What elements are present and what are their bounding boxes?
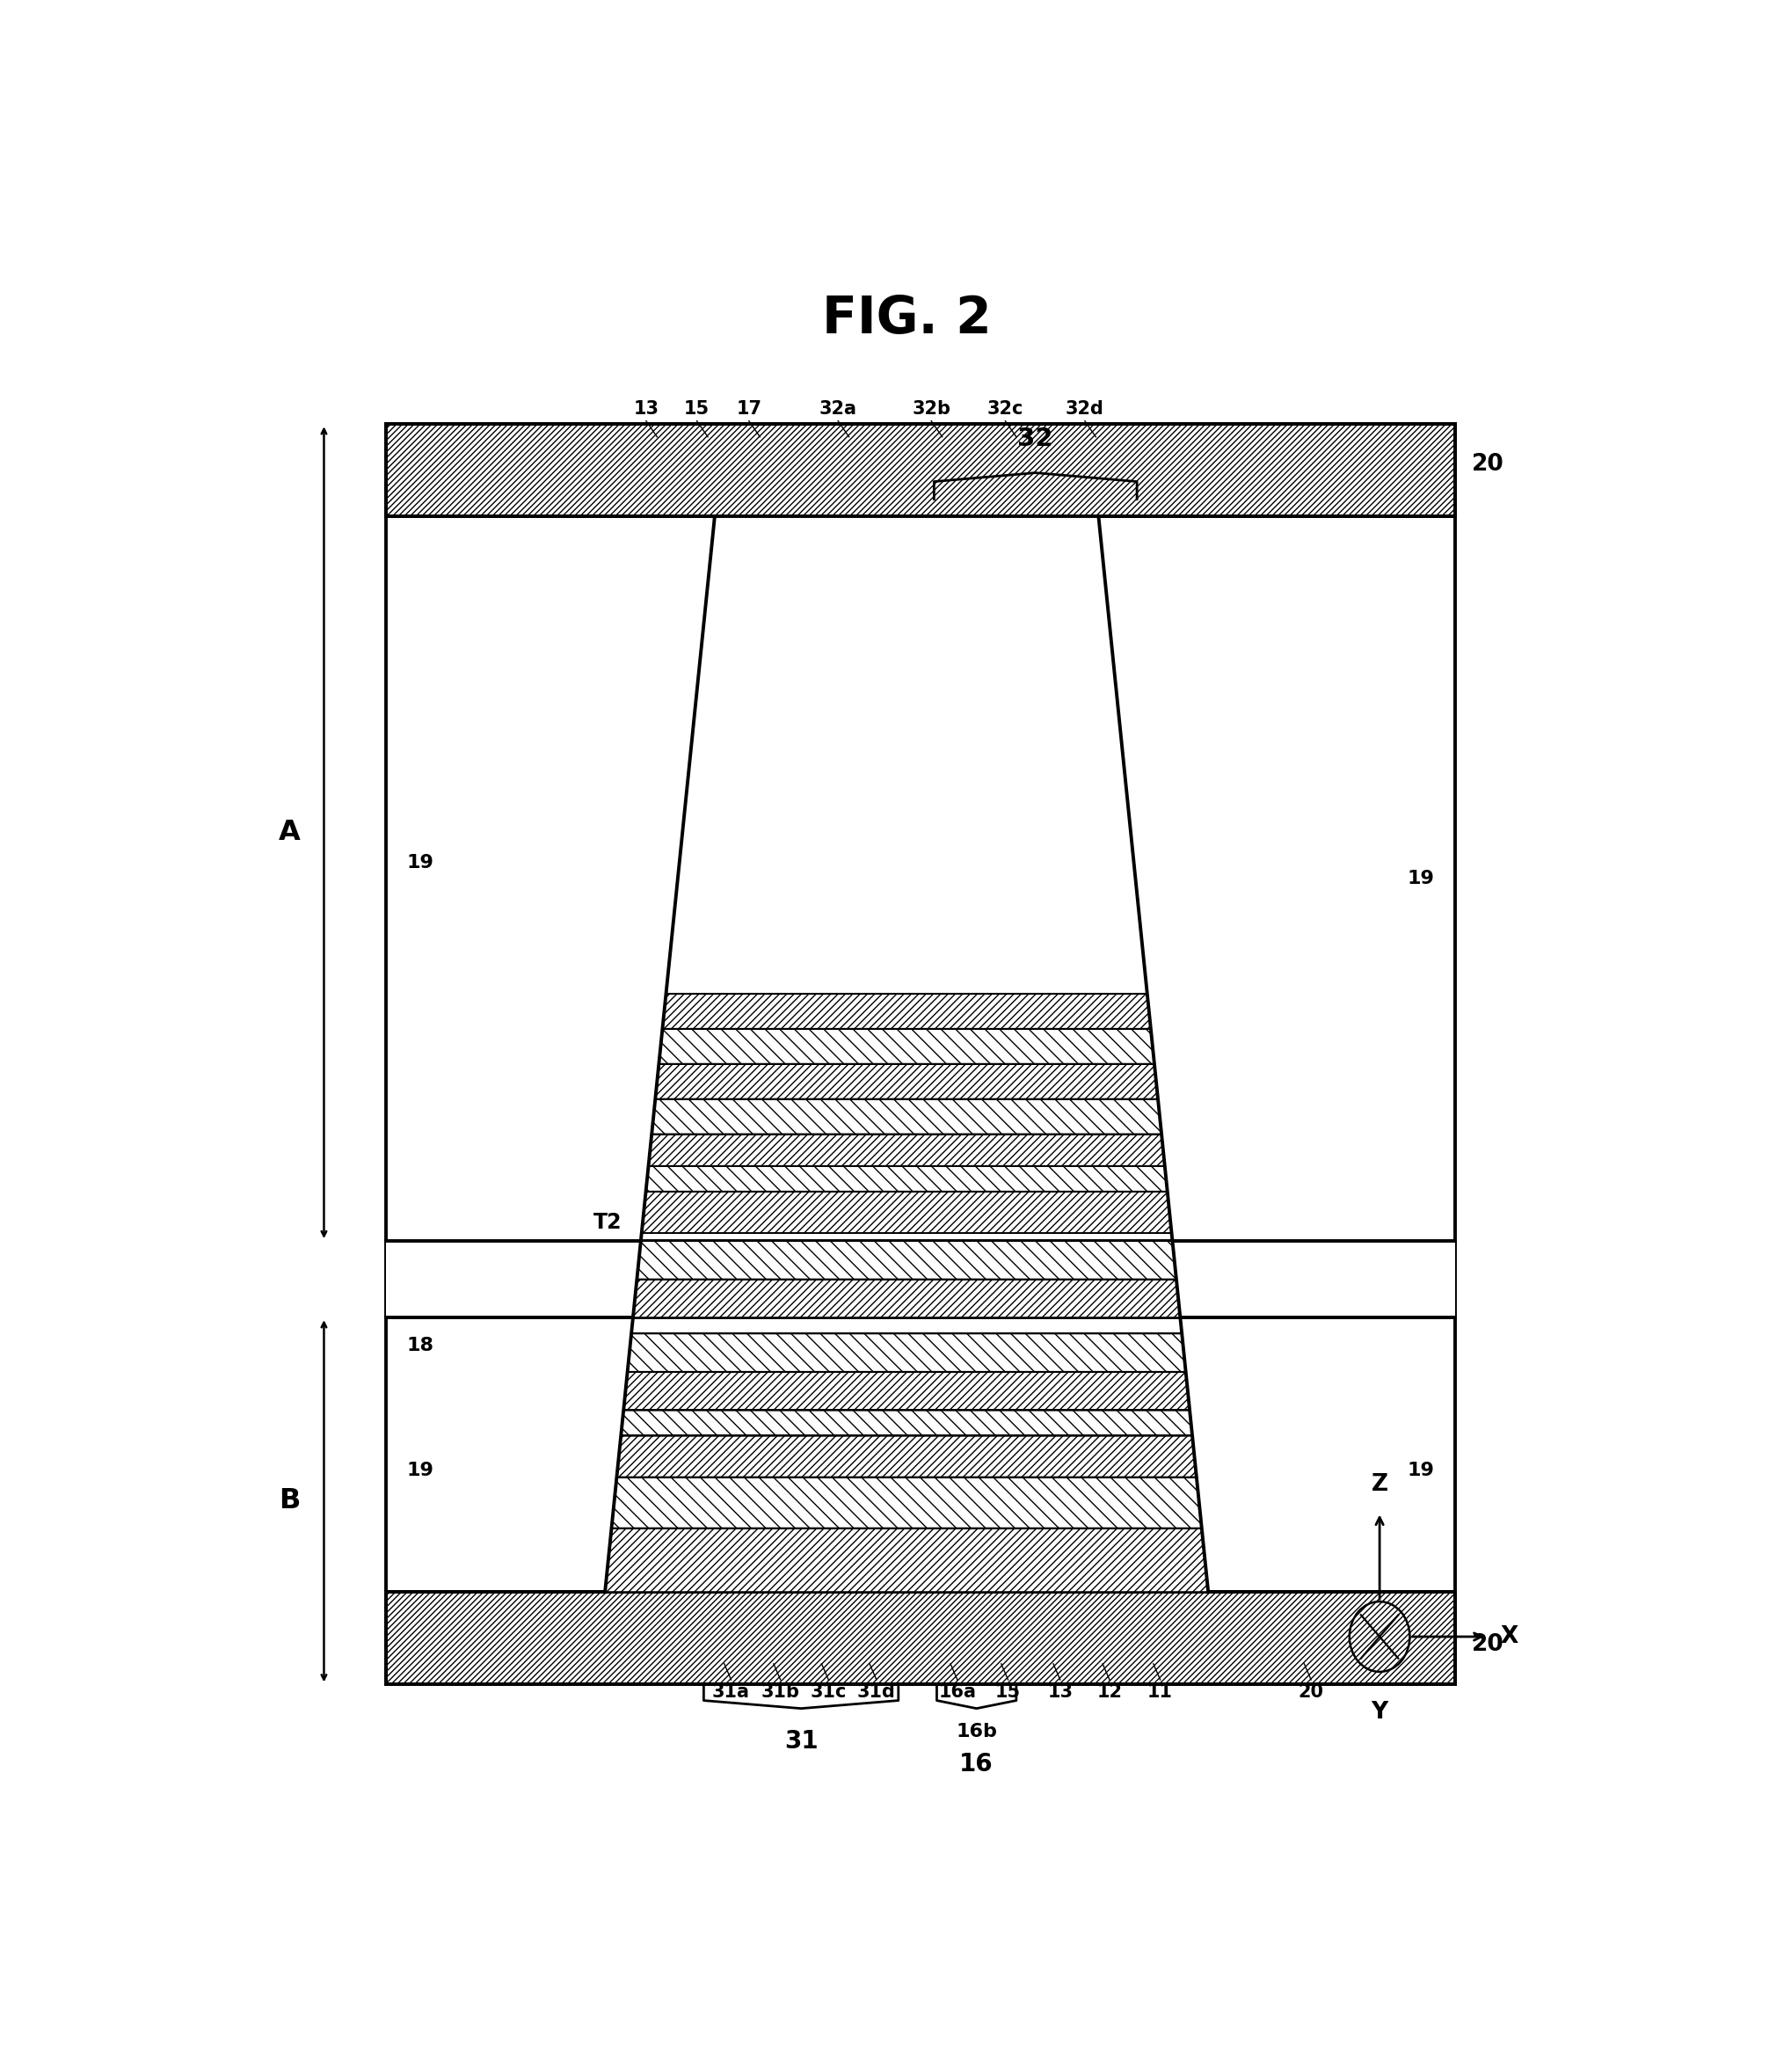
Bar — [386, 1241, 637, 1318]
Polygon shape — [605, 1529, 1208, 1591]
Polygon shape — [662, 995, 1152, 1030]
Polygon shape — [658, 1030, 1155, 1063]
Text: t1: t1 — [451, 1289, 474, 1307]
Text: 16b: 16b — [955, 1722, 998, 1740]
Bar — [1176, 1241, 1454, 1318]
Text: Z: Z — [1371, 1473, 1389, 1496]
Text: 31b: 31b — [761, 1682, 800, 1701]
Text: 20: 20 — [1472, 1633, 1504, 1656]
Text: 32c: 32c — [987, 400, 1024, 419]
Polygon shape — [651, 1098, 1162, 1133]
Polygon shape — [605, 516, 1208, 1591]
Text: 19: 19 — [1408, 870, 1435, 887]
Polygon shape — [633, 1278, 1180, 1318]
Text: 15: 15 — [685, 400, 709, 419]
Polygon shape — [646, 1167, 1168, 1191]
Text: 18: 18 — [1406, 1262, 1435, 1280]
Bar — [386, 1241, 1454, 1318]
Text: 17: 17 — [736, 400, 762, 419]
Text: A: A — [280, 818, 301, 845]
Polygon shape — [617, 1436, 1196, 1477]
Text: 31: 31 — [784, 1730, 817, 1753]
Text: 16a: 16a — [938, 1682, 976, 1701]
Bar — [386, 425, 1454, 516]
Text: 32d: 32d — [1065, 400, 1104, 419]
Text: 18: 18 — [407, 1336, 433, 1355]
Text: FIG. 2: FIG. 2 — [823, 294, 991, 344]
Text: 31d: 31d — [858, 1682, 895, 1701]
Polygon shape — [612, 1477, 1201, 1529]
Polygon shape — [649, 1133, 1164, 1167]
Text: T2: T2 — [593, 1212, 623, 1233]
Text: 32b: 32b — [913, 400, 950, 419]
Text: 13: 13 — [633, 400, 658, 419]
Polygon shape — [637, 1241, 1176, 1278]
Text: 32: 32 — [1017, 427, 1053, 452]
Text: 20: 20 — [1472, 452, 1504, 474]
Bar — [386, 1591, 1454, 1685]
Text: 31c: 31c — [810, 1682, 847, 1701]
Text: 19: 19 — [407, 1463, 433, 1479]
Text: 31a: 31a — [713, 1682, 750, 1701]
Text: Y: Y — [1371, 1701, 1389, 1724]
Polygon shape — [623, 1372, 1191, 1411]
Text: 19: 19 — [407, 854, 433, 872]
Polygon shape — [642, 1191, 1171, 1233]
Text: 19: 19 — [1408, 1463, 1435, 1479]
Text: 32a: 32a — [819, 400, 856, 419]
Polygon shape — [655, 1063, 1159, 1098]
Text: X: X — [1500, 1624, 1518, 1647]
Text: 13: 13 — [1047, 1682, 1074, 1701]
Text: 20: 20 — [1298, 1682, 1323, 1701]
Text: 15: 15 — [996, 1682, 1021, 1701]
Text: 12: 12 — [1097, 1682, 1122, 1701]
Text: t2: t2 — [451, 1251, 474, 1268]
Polygon shape — [621, 1411, 1192, 1436]
Text: 16: 16 — [959, 1751, 994, 1776]
Text: 11: 11 — [1148, 1682, 1173, 1701]
Polygon shape — [628, 1334, 1185, 1372]
Bar — [386, 425, 1454, 1685]
Text: B: B — [280, 1488, 301, 1515]
